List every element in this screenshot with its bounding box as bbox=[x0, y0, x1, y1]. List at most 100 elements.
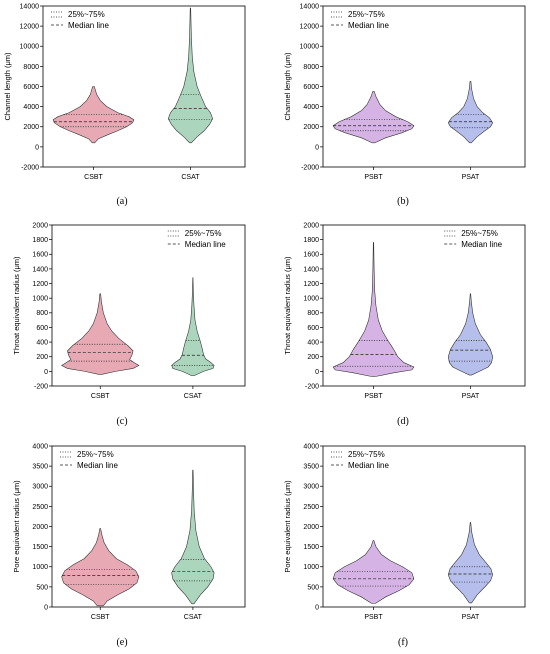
y-tick-label: 3500 bbox=[32, 464, 48, 471]
legend-quartile-label: 25%~75% bbox=[185, 229, 222, 238]
panel-a: -2000 0 2000 4000 6000 8000 10000 12000 14000 Cha… bbox=[3, 3, 246, 207]
x-category-label: PSBT bbox=[364, 393, 383, 400]
y-tick-label: 1800 bbox=[32, 237, 48, 244]
y-tick-label: 1000 bbox=[32, 296, 48, 303]
violin-PSAT bbox=[447, 522, 493, 604]
y-tick-label: 1400 bbox=[32, 266, 48, 273]
panel-caption: (c) bbox=[116, 416, 127, 427]
y-tick-label: 6000 bbox=[303, 84, 319, 91]
y-tick-label: 0 bbox=[315, 369, 319, 376]
y-tick-label: 1600 bbox=[303, 252, 319, 259]
y-tick-label: 600 bbox=[307, 325, 319, 332]
x-category-label: PSAT bbox=[462, 614, 480, 621]
y-tick-label: 10000 bbox=[300, 44, 320, 51]
y-tick-label: -2000 bbox=[301, 164, 319, 171]
legend-median-label: Median line bbox=[68, 21, 109, 30]
y-tick-label: 2000 bbox=[32, 222, 48, 229]
y-tick-label: 4000 bbox=[23, 104, 39, 111]
y-tick-label: 4000 bbox=[303, 104, 319, 111]
x-category-label: CSAT bbox=[184, 614, 203, 621]
y-tick-label: 0 bbox=[315, 144, 319, 151]
y-tick-label: 1000 bbox=[303, 296, 319, 303]
legend: 25%~75% Median line bbox=[51, 10, 109, 30]
x-category-label: PSBT bbox=[364, 614, 383, 621]
y-tick-label: 500 bbox=[307, 584, 319, 591]
legend-median-label: Median line bbox=[348, 21, 389, 30]
y-tick-label: 8000 bbox=[303, 64, 319, 71]
panel-caption: (b) bbox=[397, 196, 409, 207]
y-tick-label: 800 bbox=[36, 310, 48, 317]
panel-d: -200 0 200 400 600 800 1000 1200 1400 1600 1800 200… bbox=[283, 222, 526, 427]
panel-b: -2000 0 2000 4000 6000 8000 10000 12000 14000 Cha… bbox=[283, 3, 526, 207]
y-axis-label: Throat equivalent radius (μm) bbox=[12, 256, 21, 355]
y-tick-label: 4000 bbox=[303, 443, 319, 450]
legend-median-label: Median line bbox=[77, 461, 118, 470]
x-category-label: CSBT bbox=[91, 393, 110, 400]
violin-CSAT bbox=[171, 469, 215, 605]
y-tick-label: 200 bbox=[307, 354, 319, 361]
y-tick-label: 600 bbox=[36, 325, 48, 332]
panel-caption: (a) bbox=[116, 196, 127, 207]
violin-PSBT bbox=[332, 242, 415, 377]
y-axis-label: Pore equivalent radius (μm) bbox=[12, 480, 21, 573]
violin-CSAT bbox=[167, 7, 214, 144]
legend: 25%~75% Median line bbox=[60, 450, 118, 470]
y-tick-label: 12000 bbox=[300, 24, 320, 31]
y-tick-label: 0 bbox=[44, 604, 48, 611]
x-category-label: CSAT bbox=[181, 174, 200, 181]
y-tick-label: 1400 bbox=[303, 266, 319, 273]
violin-CSBT bbox=[61, 528, 140, 607]
y-tick-label: 200 bbox=[36, 354, 48, 361]
y-tick-label: 0 bbox=[44, 369, 48, 376]
y-tick-label: 12000 bbox=[20, 24, 40, 31]
legend: 25%~75% Median line bbox=[444, 229, 503, 249]
y-tick-label: 1600 bbox=[32, 252, 48, 259]
y-tick-label: 3000 bbox=[303, 484, 319, 491]
panel-caption: (f) bbox=[398, 637, 408, 648]
violin-PSBT bbox=[332, 91, 415, 144]
violin-CSAT bbox=[171, 277, 215, 377]
panel-e: 0 500 1000 1500 2000 2500 3000 3500 4000 Pore equ… bbox=[12, 443, 246, 648]
y-tick-label: 2000 bbox=[23, 124, 39, 131]
y-tick-label: 14000 bbox=[300, 3, 320, 10]
y-tick-label: 3000 bbox=[32, 484, 48, 491]
y-tick-label: 1800 bbox=[303, 237, 319, 244]
x-category-label: PSAT bbox=[462, 393, 480, 400]
plot-frame bbox=[51, 224, 246, 387]
y-tick-label: -200 bbox=[305, 383, 319, 390]
y-tick-label: 0 bbox=[35, 144, 39, 151]
x-category-label: CSBT bbox=[91, 614, 110, 621]
y-axis-label: Channel length (μm) bbox=[3, 52, 12, 121]
plot-frame bbox=[322, 224, 526, 387]
y-tick-label: 10000 bbox=[20, 44, 40, 51]
y-axis-label: Pore equivalent radius (μm) bbox=[283, 480, 292, 573]
panel-caption: (e) bbox=[116, 637, 127, 648]
y-tick-label: 500 bbox=[36, 584, 48, 591]
y-tick-label: 400 bbox=[307, 339, 319, 346]
y-tick-label: 2000 bbox=[303, 222, 319, 229]
y-tick-label: 800 bbox=[307, 310, 319, 317]
legend-median-label: Median line bbox=[185, 240, 226, 249]
y-tick-label: 8000 bbox=[23, 64, 39, 71]
y-tick-label: 1000 bbox=[32, 564, 48, 571]
y-tick-label: 14000 bbox=[20, 3, 40, 10]
violin-PSAT bbox=[447, 293, 493, 376]
y-tick-label: 400 bbox=[36, 339, 48, 346]
x-category-label: PSAT bbox=[462, 174, 480, 181]
legend: 25%~75% Median line bbox=[331, 10, 389, 30]
y-tick-label: 2000 bbox=[303, 124, 319, 131]
y-tick-label: 1000 bbox=[303, 564, 319, 571]
y-tick-label: 1200 bbox=[303, 281, 319, 288]
violin-CSBT bbox=[52, 86, 135, 144]
x-category-label: CSAT bbox=[184, 393, 203, 400]
legend-quartile-label: 25%~75% bbox=[77, 450, 114, 459]
violin-PSAT bbox=[447, 81, 494, 144]
legend-quartile-label: 25%~75% bbox=[348, 10, 385, 19]
y-tick-label: 1500 bbox=[32, 544, 48, 551]
legend-median-label: Median line bbox=[461, 240, 502, 249]
violin-CSBT bbox=[61, 293, 140, 375]
plot-frame bbox=[322, 5, 526, 168]
legend-quartile-label: 25%~75% bbox=[68, 10, 105, 19]
y-tick-label: 4000 bbox=[32, 443, 48, 450]
